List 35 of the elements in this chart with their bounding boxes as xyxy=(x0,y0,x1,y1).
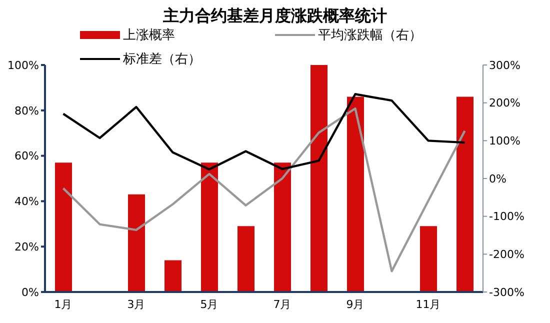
bar xyxy=(201,162,218,292)
x-tick-label: 11月 xyxy=(416,298,441,311)
legend-label: 平均涨跌幅（右） xyxy=(318,27,422,44)
bar xyxy=(238,226,254,292)
bar xyxy=(274,162,291,292)
legend-label: 上涨概率 xyxy=(123,27,175,44)
chart-title: 主力合约基差月度涨跌概率统计 xyxy=(162,6,388,27)
x-tick-label: 9月 xyxy=(346,298,364,311)
bar xyxy=(420,226,437,292)
x-tick-label: 3月 xyxy=(127,298,146,311)
y2-tick-label: 300% xyxy=(489,58,520,72)
y2-tick-label: -200% xyxy=(489,248,524,262)
y2-tick-label: -300% xyxy=(489,286,524,299)
y-tick-label: 20% xyxy=(14,240,39,254)
y2-tick-label: 0% xyxy=(489,172,506,186)
bar xyxy=(347,96,364,292)
legend-label: 标准差（右） xyxy=(123,51,201,68)
bar xyxy=(128,194,145,292)
y-tick-label: 80% xyxy=(14,104,39,118)
y-tick-label: 40% xyxy=(14,195,39,208)
bar xyxy=(456,96,474,292)
line-series xyxy=(62,93,466,171)
bar xyxy=(55,162,72,292)
x-tick-label: 1月 xyxy=(54,298,72,311)
line-series xyxy=(62,107,466,272)
y-tick-label: 100% xyxy=(8,58,39,72)
y2-tick-label: 200% xyxy=(489,96,520,110)
bar xyxy=(164,260,182,292)
x-tick-label: 7月 xyxy=(273,298,292,311)
y2-tick-label: -100% xyxy=(489,210,524,224)
y-tick-label: 0% xyxy=(22,286,39,299)
x-tick-label: 5月 xyxy=(200,298,218,311)
y-tick-label: 60% xyxy=(14,150,39,163)
bar xyxy=(310,65,328,292)
y2-tick-label: 100% xyxy=(489,134,520,148)
